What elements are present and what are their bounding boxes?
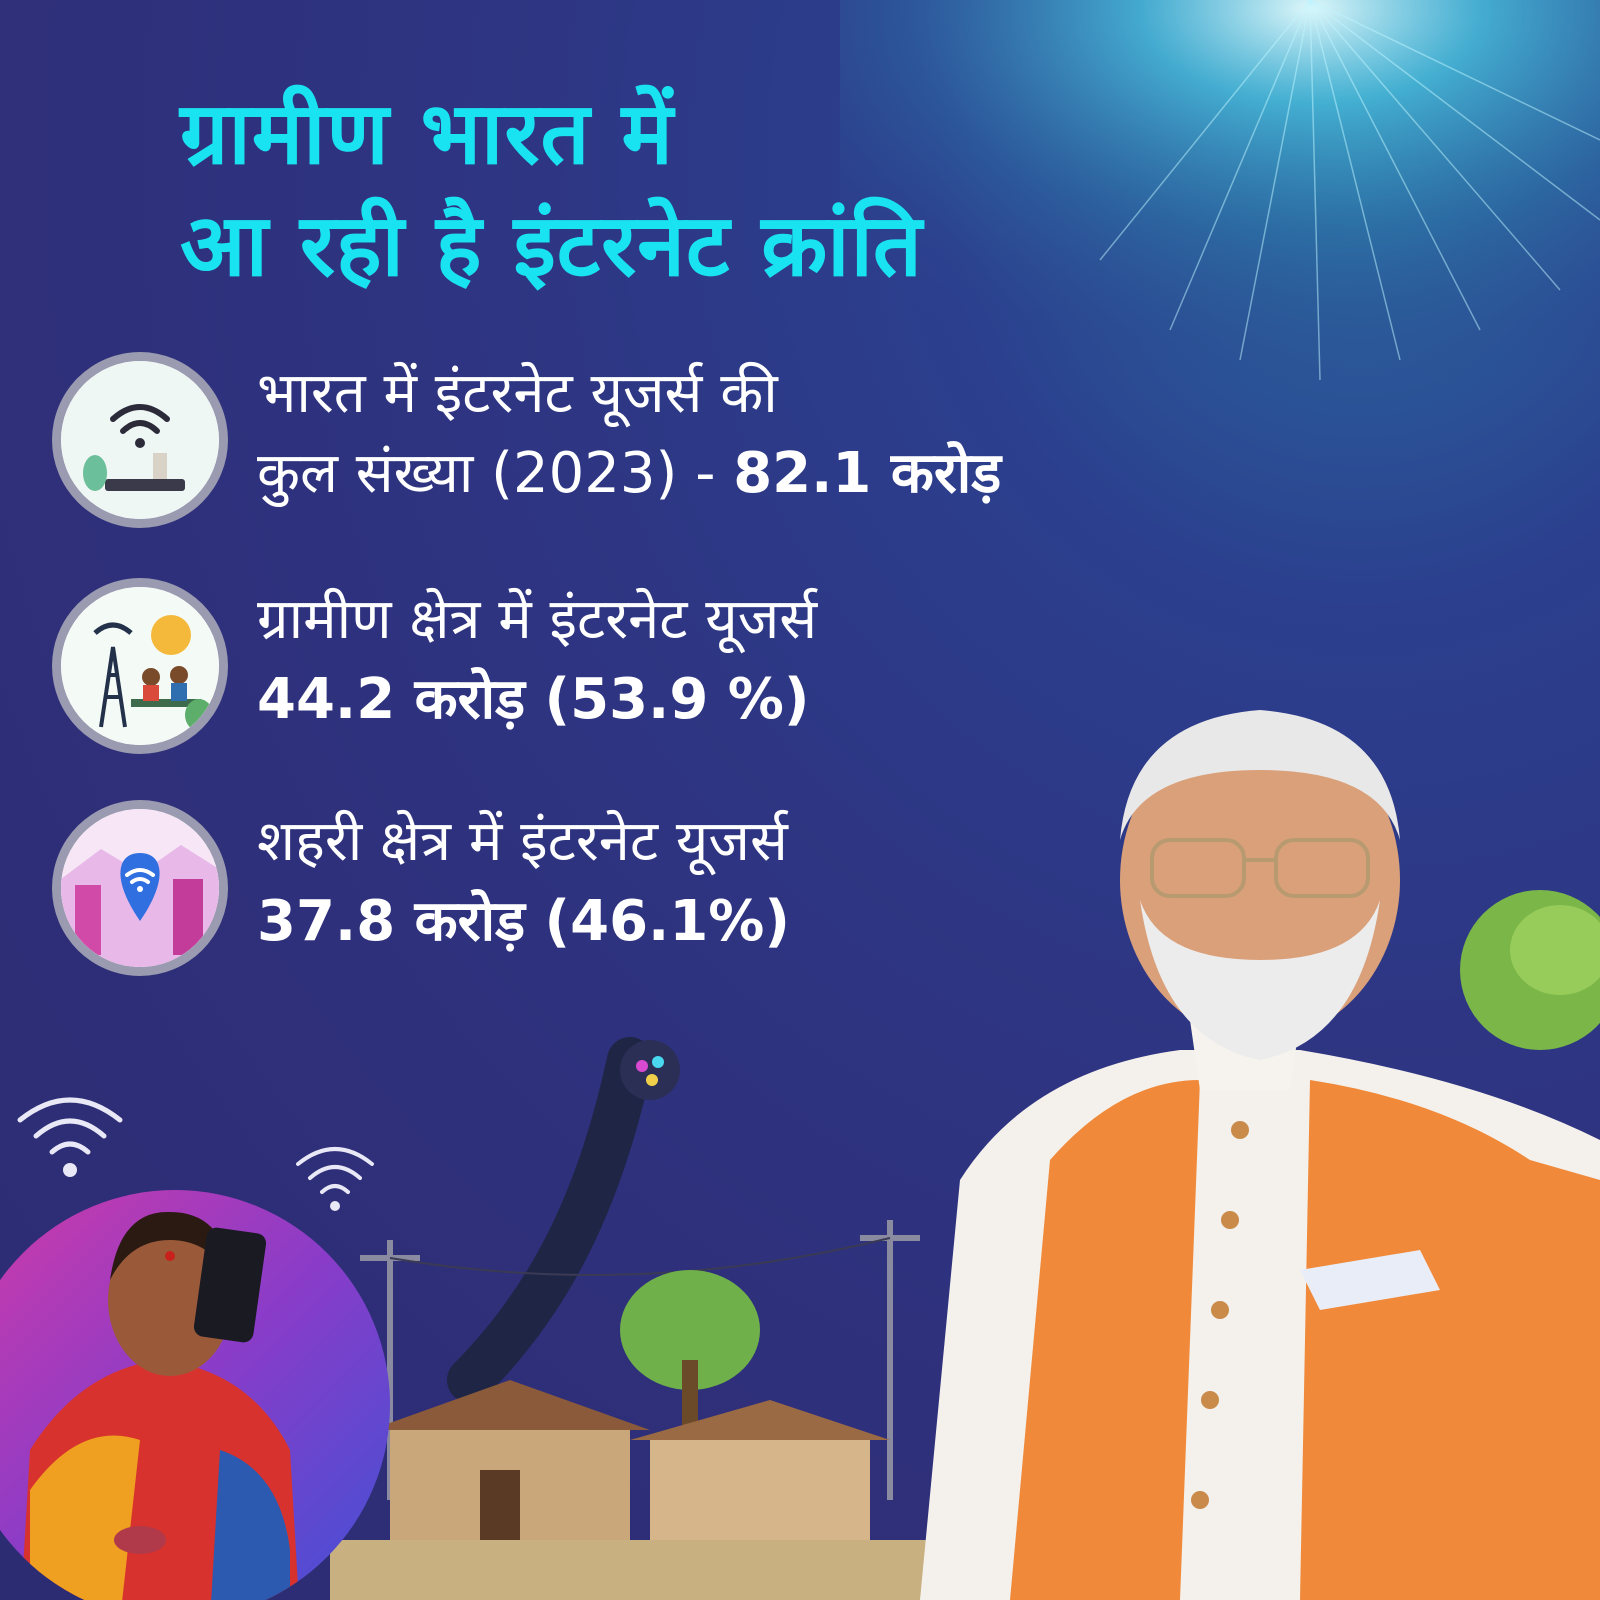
- headline-line-1: ग्रामीण भारत में: [180, 84, 674, 184]
- stat-text: भारत में इंटरनेट यूजर्स की कुल संख्या (2…: [257, 354, 1001, 514]
- stat-value: 44.2 करोड़ (53.9 %): [257, 667, 810, 732]
- stat-label: भारत में इंटरनेट यूजर्स की: [257, 361, 778, 426]
- icon-ring: [52, 352, 228, 528]
- stat-text: शहरी क्षेत्र में इंटरनेट यूजर्स 37.8 करो…: [257, 802, 790, 962]
- headline-line-2: आ रही है इंटरनेट क्रांति: [180, 196, 923, 296]
- icon-ring: [52, 800, 228, 976]
- stat-value: 37.8 करोड़ (46.1%): [257, 889, 791, 954]
- urban-wifi-icon: [61, 809, 219, 967]
- icon-ring: [52, 578, 228, 754]
- rural-tower-icon: [61, 587, 219, 745]
- woman-with-phone-photo: [0, 1190, 390, 1600]
- stat-label: शहरी क्षेत्र में इंटरनेट यूजर्स: [257, 809, 788, 874]
- village-scene-illustration: [330, 1037, 1030, 1600]
- stat-value: 82.1 करोड़: [733, 441, 1002, 506]
- stat-value-row: कुल संख्या (2023) - 82.1 करोड़: [257, 434, 1001, 514]
- stat-label-suffix: कुल संख्या (2023) -: [257, 441, 734, 506]
- leader-photo: [920, 710, 1600, 1600]
- wifi-icon: [296, 1147, 374, 1211]
- wifi-router-icon: [61, 361, 219, 519]
- headline: ग्रामीण भारत में आ रही है इंटरनेट क्रांत…: [180, 78, 1380, 302]
- tree-illustration: [1460, 890, 1600, 1050]
- stat-text: ग्रामीण क्षेत्र में इंटरनेट यूजर्स 44.2 …: [257, 580, 817, 740]
- fiber-optic-graphic: [840, 0, 1600, 420]
- stat-label: ग्रामीण क्षेत्र में इंटरनेट यूजर्स: [257, 587, 818, 652]
- wifi-icon: [17, 1097, 123, 1177]
